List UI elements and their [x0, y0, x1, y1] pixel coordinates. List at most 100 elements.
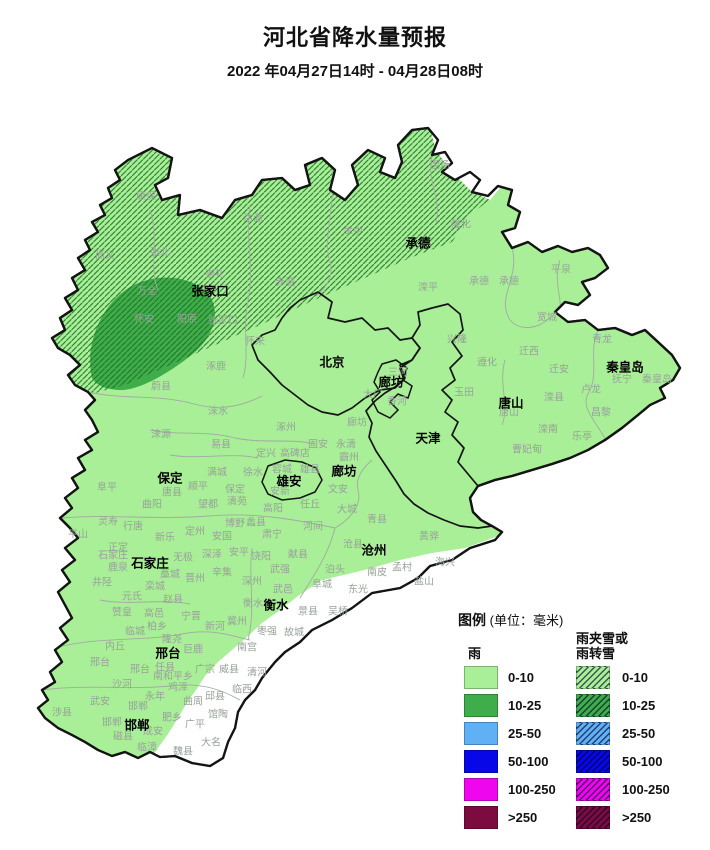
county-label: 泊头 — [325, 564, 345, 576]
county-label: 怀安 — [134, 313, 154, 326]
legend-swatch-rain — [464, 777, 498, 801]
county-label: 徐水 — [243, 466, 263, 479]
county-boundary — [430, 155, 438, 223]
city-label: 天津 — [415, 430, 441, 445]
city-label: 廊坊 — [378, 374, 404, 389]
county-label: 尚义 — [95, 249, 115, 262]
page-title: 河北省降水量预报 — [262, 25, 447, 50]
legend-range-label: 25-50 — [508, 725, 542, 741]
legend-column-headers: 雨 雨夹雪或 雨转雪 — [464, 631, 708, 662]
county-label: 滦平 — [418, 281, 438, 294]
county-label: 辛集 — [212, 566, 232, 579]
county-label: 任丘 — [300, 498, 320, 511]
county-label: 高邑 — [144, 607, 164, 620]
map-legend: 图例 (单位：毫米) 雨 雨夹雪或 雨转雪 0-10 0-10 10-25 10-25… — [458, 610, 708, 829]
county-label: 固安 — [308, 438, 328, 451]
county-label: 曲周 — [183, 696, 203, 708]
county-boundary — [54, 631, 251, 649]
county-label: 容城 — [272, 463, 292, 476]
county-label: 康保 — [136, 190, 156, 203]
county-label: 遵化 — [477, 356, 497, 369]
county-label: 临城 — [125, 625, 145, 638]
city-label: 秦皇岛 — [605, 359, 644, 374]
legend-rain-header: 雨 — [468, 645, 482, 661]
county-label: 涞源 — [151, 428, 171, 441]
legend-swatch-rain — [464, 805, 498, 829]
county-label: 大城 — [337, 503, 357, 516]
county-label: 大厂 — [363, 388, 383, 401]
county-label: 盐山 — [414, 575, 434, 588]
langfang-enclave-border — [371, 359, 413, 419]
county-label: 青县 — [367, 513, 387, 526]
county-label: 武安 — [90, 695, 110, 708]
county-label: 阜平 — [97, 481, 117, 494]
city-label: 承德 — [405, 235, 431, 250]
county-boundary — [149, 429, 316, 445]
county-label: 阳原 — [177, 314, 197, 326]
legend-range-label: 100-250 — [508, 781, 556, 797]
county-label: 兴隆 — [447, 333, 467, 346]
county-label: 抚宁 — [612, 373, 632, 386]
county-label: 滦南 — [538, 423, 558, 436]
legend-range-label: 100-250 — [622, 781, 670, 797]
county-label: 孟村 — [392, 561, 412, 574]
county-label: 涿州 — [276, 422, 296, 434]
county-label: 元氏 — [122, 591, 142, 603]
county-label: 藁城 — [160, 568, 180, 581]
county-label: 博野 — [225, 517, 245, 530]
county-boundary — [315, 169, 334, 297]
legend-swatch-rain — [464, 721, 498, 745]
county-label: 海兴 — [435, 556, 455, 569]
county-label: 曹妃甸 — [512, 443, 542, 456]
county-label: 平乡 — [173, 671, 193, 683]
county-label: 清苑 — [227, 495, 247, 508]
county-label: 怀来 — [245, 336, 265, 348]
county-label: 唐山 — [499, 406, 519, 419]
legend-range-label: 0-10 — [508, 669, 535, 685]
legend-sleet-header: 雨夹雪或 雨转雪 — [576, 631, 629, 661]
city-label: 张家口 — [191, 283, 229, 298]
county-boundary — [99, 599, 191, 605]
county-label: 临漳 — [137, 741, 157, 754]
county-label: 巨鹿 — [183, 643, 203, 656]
county-label: 易县 — [211, 439, 231, 451]
county-label: 邱县 — [205, 690, 225, 703]
legend-swatch-rain — [464, 693, 498, 717]
county-label: 望都 — [198, 498, 218, 511]
page-subtitle: 2022 年04月27日14时 - 04月28日08时 — [227, 63, 483, 80]
county-label: 冀州 — [227, 615, 247, 628]
county-boundary — [242, 204, 252, 379]
county-label: 鹿泉 — [108, 561, 128, 574]
county-label: 涉县 — [52, 706, 72, 719]
county-boundary — [169, 454, 259, 459]
legend-range-label: >250 — [508, 809, 538, 825]
county-boundary — [334, 459, 373, 529]
legend-range-label: 0-10 — [622, 669, 649, 685]
county-label: 保定 — [225, 483, 245, 496]
city-label: 邢台 — [155, 645, 180, 660]
county-label: 平泉 — [551, 263, 571, 276]
county-label: 霸州 — [339, 452, 359, 464]
county-label: 承德 — [469, 275, 489, 288]
county-label: 宽城 — [537, 311, 557, 324]
legend-swatch-sleet — [576, 777, 610, 801]
no-precip-southeast — [152, 536, 498, 766]
county-label: 晋州 — [185, 573, 205, 585]
county-boundary — [61, 514, 336, 529]
county-label: 邢台 — [90, 656, 110, 669]
county-label: 丰宁 — [343, 226, 363, 239]
county-boundary — [585, 329, 607, 441]
county-label: 灵寿 — [98, 515, 118, 528]
county-label: 武强 — [270, 563, 290, 576]
county-label: 井陉 — [92, 576, 112, 589]
county-label: 栾城 — [145, 580, 165, 593]
county-label: 无极 — [173, 551, 193, 564]
county-label: 威县 — [219, 663, 239, 676]
county-label: 永年 — [145, 690, 165, 703]
county-label: 永清 — [336, 438, 356, 451]
county-label: 迁西 — [519, 346, 539, 358]
legend-range-label: 10-25 — [508, 697, 542, 713]
legend-range-label: 25-50 — [622, 725, 656, 741]
county-label: 大名 — [201, 736, 221, 749]
county-label: 石家庄 — [98, 549, 128, 562]
